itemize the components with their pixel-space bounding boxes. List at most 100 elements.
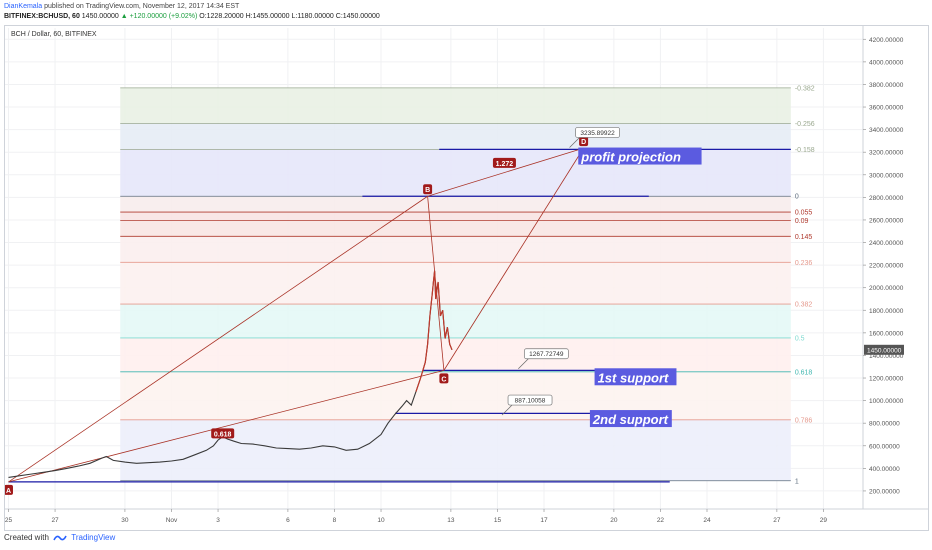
chart-title: BCH / Dollar, 60, BITFINEX bbox=[11, 31, 97, 38]
price-axis-tick-label: 4200.00000 bbox=[869, 37, 904, 44]
price-line-breakout bbox=[415, 270, 453, 392]
time-axis-tick-label: Nov bbox=[166, 517, 178, 524]
fib-zone bbox=[120, 87, 791, 124]
fib-zone bbox=[120, 262, 791, 305]
fib-level-label: 0.055 bbox=[795, 210, 813, 217]
price-axis-tick-label: 2200.00000 bbox=[869, 263, 904, 270]
time-axis-tick-label: 10 bbox=[377, 517, 385, 524]
price-axis-tick-label: 1600.00000 bbox=[869, 330, 904, 337]
fib-level-label: 0.618 bbox=[795, 369, 813, 376]
price-axis-tick-label: 4000.00000 bbox=[869, 59, 904, 66]
fib-level-label: 0.382 bbox=[795, 302, 813, 309]
chart-panel[interactable]: -0.382 -0.256 -0.158 0 0.055 0.09 0.145 0.236 0.… bbox=[4, 25, 929, 531]
close-value: C:1450.00000 bbox=[333, 13, 380, 20]
price-axis-tick-label: 3800.00000 bbox=[869, 82, 904, 89]
fib-level-label: 0.786 bbox=[795, 417, 813, 424]
callout-value: 887.10058 bbox=[515, 398, 546, 405]
fib-level-label: 0.145 bbox=[795, 234, 813, 241]
price-axis-tick-label: 200.00000 bbox=[869, 488, 900, 495]
fib-level-label: -0.158 bbox=[795, 147, 815, 154]
fib-zone bbox=[120, 236, 791, 263]
current-price-badge bbox=[864, 344, 904, 355]
fib-level-label: -0.256 bbox=[795, 121, 815, 128]
callout-value: 3235.89922 bbox=[580, 130, 615, 137]
price-axis-tick-label: 3600.00000 bbox=[869, 105, 904, 112]
fib-level-label: 0 bbox=[795, 194, 799, 201]
time-axis-tick-label: 25 bbox=[5, 517, 12, 524]
ratio-label-text: 1.272 bbox=[496, 161, 514, 168]
open-value: O:1228.20000 bbox=[197, 13, 244, 20]
price-axis-tick-label: 3000.00000 bbox=[869, 172, 904, 179]
time-axis-tick-label: 15 bbox=[494, 517, 502, 524]
pattern-bd-line bbox=[427, 147, 584, 197]
price-axis-tick-label: 800.00000 bbox=[869, 421, 900, 428]
ratio-label-text: 0.618 bbox=[214, 431, 232, 438]
callout-box bbox=[507, 394, 553, 406]
created-with-text: Created with bbox=[4, 533, 49, 542]
fib-zone bbox=[120, 304, 791, 338]
low-value: L:1180.00000 bbox=[289, 13, 334, 20]
fib-zone bbox=[120, 371, 791, 420]
callout-box bbox=[523, 348, 569, 360]
price-change: ▲ +120.00000 (+9.02%) bbox=[120, 13, 198, 20]
point-a-label: A bbox=[6, 488, 11, 495]
ratio-label-bg bbox=[492, 157, 516, 168]
price-axis-tick-label: 1400.00000 bbox=[869, 353, 904, 360]
annotation-text: profit projection bbox=[580, 150, 681, 165]
symbol-label: BITFINEX:BCHUSD, 60 bbox=[4, 13, 80, 20]
time-axis-tick-label: 3 bbox=[216, 517, 220, 524]
time-axis-tick-label: 27 bbox=[773, 517, 781, 524]
price-axis-tick-label: 1800.00000 bbox=[869, 308, 904, 315]
high-value: H:1455.00000 bbox=[243, 13, 290, 20]
tradingview-link[interactable]: TradingView bbox=[71, 533, 116, 542]
fib-zone bbox=[120, 196, 791, 213]
point-d-label: D bbox=[581, 139, 586, 146]
callout-pointer bbox=[518, 358, 529, 369]
last-price: 1450.00000 bbox=[79, 13, 121, 20]
ohlc-line: BITFINEX:BCHUSD, 60 1450.00000 ▲ +120.00… bbox=[4, 12, 380, 21]
point-c-label: C bbox=[441, 376, 446, 383]
annotation-bg bbox=[589, 410, 672, 428]
ratio-label-bg bbox=[211, 428, 235, 439]
point-b-marker bbox=[423, 184, 433, 195]
pattern-ac-line bbox=[8, 369, 444, 483]
fib-level-label: 1 bbox=[795, 478, 799, 485]
annotation-bg bbox=[594, 368, 677, 386]
callout-pointer bbox=[569, 137, 580, 148]
price-axis-tick-label: 400.00000 bbox=[869, 466, 900, 473]
time-axis-tick-label: 27 bbox=[51, 517, 59, 524]
price-axis-tick-label: 1000.00000 bbox=[869, 398, 904, 405]
time-axis-tick-label: 20 bbox=[610, 517, 618, 524]
pattern-cd-line bbox=[443, 147, 584, 371]
callout-pointer bbox=[501, 404, 513, 416]
time-axis-tick-label: 22 bbox=[657, 517, 665, 524]
price-axis-tick-label: 2400.00000 bbox=[869, 240, 904, 247]
fib-zone bbox=[120, 337, 791, 372]
annotation-text: 1st support bbox=[598, 370, 669, 385]
pattern-ab-line bbox=[8, 195, 428, 483]
publish-line: DianKemala published on TradingView.com,… bbox=[4, 2, 239, 11]
annotation-text: 2nd support bbox=[592, 412, 669, 427]
price-axis-tick-label: 2600.00000 bbox=[869, 217, 904, 224]
time-axis-tick-label: 17 bbox=[540, 517, 548, 524]
price-axis-tick-label: 2000.00000 bbox=[869, 285, 904, 292]
annotation-bg bbox=[578, 147, 702, 165]
fib-level-label: 0.09 bbox=[795, 218, 809, 225]
time-axis-tick-label: 8 bbox=[333, 517, 337, 524]
footer: Created with TradingView bbox=[4, 533, 115, 547]
point-a-marker bbox=[5, 484, 13, 495]
time-axis-tick-label: 13 bbox=[447, 517, 455, 524]
time-axis-tick-label: 30 bbox=[121, 517, 129, 524]
current-price-label: 1450.00000 bbox=[867, 347, 902, 354]
fib-zone bbox=[120, 123, 791, 150]
author-link[interactable]: DianKemala bbox=[4, 3, 43, 10]
point-c-marker bbox=[439, 373, 449, 384]
price-axis-tick-label: 3200.00000 bbox=[869, 150, 904, 157]
price-axis-tick-label: 2800.00000 bbox=[869, 195, 904, 202]
pattern-bc-line bbox=[427, 196, 445, 371]
time-axis-tick-label: 6 bbox=[286, 517, 290, 524]
chart-header: DianKemala published on TradingView.com,… bbox=[0, 0, 932, 22]
point-b-label: B bbox=[425, 187, 430, 194]
point-d-marker bbox=[579, 136, 589, 147]
